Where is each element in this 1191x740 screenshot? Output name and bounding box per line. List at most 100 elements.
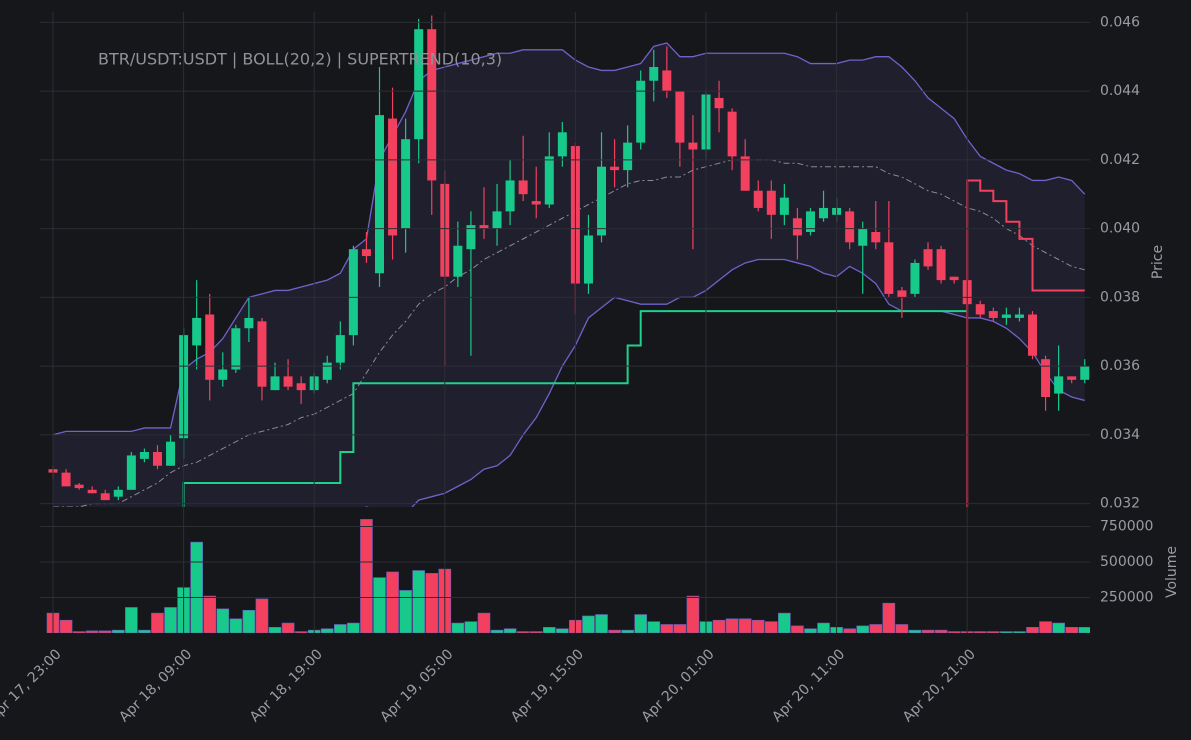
candle-body	[479, 225, 489, 229]
volume-bar	[895, 624, 909, 633]
volume-bar	[112, 629, 125, 633]
volume-bar	[621, 629, 634, 633]
candle-body	[270, 376, 280, 391]
volume-bar	[542, 627, 556, 633]
candle-body	[296, 383, 306, 391]
candle-body	[1001, 314, 1011, 318]
candle-body	[675, 91, 685, 143]
volume-bar	[229, 618, 243, 633]
candle-body	[414, 29, 424, 140]
band-area	[53, 42, 1085, 507]
candle-body	[348, 249, 358, 336]
y-tick-label: 0.042	[1100, 152, 1140, 168]
volume-bar	[712, 619, 726, 633]
volume-bar	[1065, 627, 1078, 633]
candle-body	[218, 369, 228, 380]
volume-bar	[216, 608, 230, 633]
volume-bar	[595, 614, 608, 633]
candle-body	[401, 139, 411, 229]
candle-body	[61, 472, 71, 487]
candle-body	[623, 142, 633, 171]
candle-body	[988, 311, 998, 318]
volume-bar	[399, 590, 412, 633]
volume-bar	[164, 607, 177, 633]
y-tick-label: 0.032	[1100, 496, 1140, 512]
candle-body	[597, 166, 607, 236]
volume-bar	[516, 631, 530, 633]
volume-bar	[751, 619, 765, 633]
volume-bar	[973, 631, 987, 633]
candle-body	[1014, 314, 1024, 318]
volume-bar	[634, 614, 648, 633]
candle-body	[636, 80, 646, 143]
candle-body	[557, 132, 567, 157]
candle-body	[492, 211, 502, 229]
candle-body	[427, 29, 437, 181]
volume-bar	[791, 625, 804, 633]
candle-body	[322, 362, 332, 380]
volume-bar	[1026, 627, 1039, 633]
candle-body	[1067, 376, 1077, 380]
candle-body	[544, 156, 554, 205]
volume-axis-label: Volume	[1164, 546, 1180, 598]
volume-bar	[98, 630, 112, 633]
candle-body	[531, 201, 541, 205]
candle-body	[205, 314, 215, 380]
volume-bar	[386, 571, 399, 633]
volume-bar	[412, 570, 425, 633]
candle-body	[610, 166, 620, 171]
candle-body	[884, 242, 894, 294]
candle-body	[335, 335, 345, 363]
y-tick-label: 0.036	[1100, 358, 1140, 374]
volume-bar	[529, 631, 543, 633]
candle-body	[139, 452, 149, 459]
y-tick-label: 0.046	[1100, 14, 1140, 30]
volume-bar	[856, 625, 870, 633]
volume-bar	[294, 631, 308, 633]
supertrend-line	[182, 310, 968, 507]
volume-bar	[125, 607, 138, 633]
volume-bar	[1000, 631, 1013, 633]
volume-bar	[464, 621, 478, 633]
candle-body	[845, 211, 855, 243]
candle-body	[283, 376, 293, 387]
volume-bar	[281, 622, 295, 633]
candle-body	[766, 190, 776, 215]
candle-body	[792, 218, 802, 236]
candle-body	[923, 249, 933, 267]
chart-title: BTR/USDT:USDT | BOLL(20,2) | SUPERTREND(…	[98, 50, 502, 69]
volume-bar	[934, 629, 948, 633]
volume-bar	[334, 624, 347, 633]
volume-bar	[490, 629, 504, 633]
volume-bar	[72, 631, 86, 633]
candle-body	[231, 328, 241, 370]
candle-body	[688, 142, 698, 150]
candle-body	[453, 245, 463, 277]
volume-bar	[921, 629, 935, 633]
candle-body	[936, 249, 946, 281]
supertrend-line	[966, 179, 1085, 507]
volume-bar	[360, 519, 373, 633]
candle-body	[910, 262, 920, 294]
volume-bar	[347, 622, 360, 633]
price-panel	[48, 15, 1090, 507]
volume-bar	[242, 609, 256, 633]
volume-bar	[660, 624, 674, 633]
volume-bar	[908, 629, 922, 633]
volume-tick-label: 750000	[1100, 519, 1153, 535]
candle-body	[244, 317, 254, 329]
volume-bar	[738, 618, 752, 633]
volume-bar	[686, 595, 700, 633]
candle-body	[113, 489, 123, 497]
candle-body	[126, 455, 136, 490]
candle-body	[87, 489, 97, 494]
candle-body	[858, 228, 868, 246]
volume-bar	[673, 624, 687, 633]
candle-body	[257, 321, 267, 387]
volume-bar	[843, 628, 856, 633]
candle-body	[100, 493, 110, 501]
volume-bar	[425, 573, 439, 633]
volume-bar	[373, 577, 386, 633]
volume-bar	[1013, 631, 1026, 633]
